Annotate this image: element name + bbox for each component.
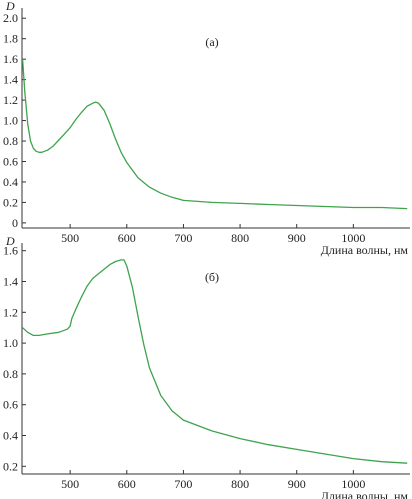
y-tick-label: 0.2 — [3, 195, 18, 209]
x-tick-label: 1000 — [341, 477, 365, 491]
series-line — [21, 59, 408, 210]
chart-panel-b: 0.2 0.4 0.6 0.8 1.0 1.2 1.4 1.6 500 600 700 800 900 1… — [3, 234, 410, 499]
x-tick-label: 500 — [61, 231, 79, 245]
x-tick-label: 600 — [118, 477, 136, 491]
panel-label: (а) — [205, 35, 218, 49]
chart-panel-a: 0 0.2 0.4 0.6 0.8 1.0 1.2 1.4 1.6 1.8 2.0 500 600 700… — [3, 0, 410, 257]
y-tick-label: 1.2 — [3, 305, 18, 319]
x-tick-label: 600 — [118, 231, 136, 245]
y-tick-label: 1.4 — [3, 275, 18, 289]
series-line — [22, 259, 408, 464]
y-tick-label: 1.0 — [3, 336, 18, 350]
y-tick-label: 1.4 — [3, 73, 18, 87]
y-tick-label: 0.4 — [3, 429, 18, 443]
y-axis-label: D — [5, 234, 15, 248]
y-tick-label: 0.2 — [3, 459, 18, 473]
y-tick-label: 0.6 — [3, 154, 18, 168]
x-tick-label: 700 — [174, 477, 192, 491]
y-tick-label: 0 — [12, 216, 18, 230]
y-tick-label: 0.8 — [3, 134, 18, 148]
y-tick-label: 0.6 — [3, 398, 18, 412]
y-tick-label: 1.2 — [3, 93, 18, 107]
x-tick-label: 900 — [288, 231, 306, 245]
x-tick-label: 500 — [61, 477, 79, 491]
x-tick-label: 800 — [231, 477, 249, 491]
y-tick-label: 1.6 — [3, 244, 18, 258]
y-tick-label: 1.6 — [3, 52, 18, 66]
panel-label: (б) — [205, 270, 219, 284]
x-tick-label: 800 — [231, 231, 249, 245]
y-axis-label: D — [5, 0, 15, 13]
y-tick-label: 1.8 — [3, 32, 18, 46]
x-tick-label: 700 — [174, 231, 192, 245]
x-tick-label: 1000 — [341, 231, 365, 245]
x-axis-label: Длина волны, нм — [321, 243, 409, 257]
y-tick-label: 0.8 — [3, 367, 18, 381]
y-tick-label: 0.4 — [3, 175, 18, 189]
x-tick-label: 900 — [288, 477, 306, 491]
x-axis-label: Длина волны, нм — [321, 489, 409, 499]
y-tick-label: 1.0 — [3, 114, 18, 128]
y-tick-label: 2.0 — [3, 11, 18, 25]
